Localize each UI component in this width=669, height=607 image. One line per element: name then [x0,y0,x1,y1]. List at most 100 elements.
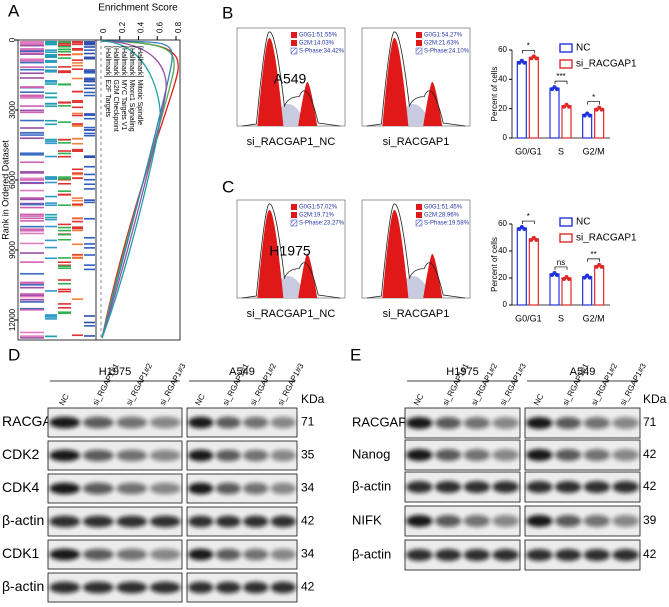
enrichment-curve [100,40,161,339]
band [492,549,519,561]
heatmap-line [45,92,57,95]
band [554,417,582,429]
group-label: A549 [570,366,596,378]
band [188,416,214,429]
heatmap-line [45,55,57,58]
heatmap-line [84,321,95,324]
y-tick-label: 0 [503,133,508,142]
heatmap-line [58,155,71,158]
heatmap-line [45,290,57,292]
band [82,548,114,561]
protein-label: CDK2 [2,446,40,462]
heatmap-line [84,236,95,239]
band [188,548,214,561]
legend-label: G2M:19.71% [299,213,335,219]
significance-bracket [587,101,601,105]
heatmap-line [20,131,44,134]
legend-label: [Hallmark] MYC Targets V1 [120,46,127,130]
histogram-caption: si_RACGAP1_NC [247,136,336,148]
band [434,515,462,527]
band [270,449,296,462]
band [463,449,491,461]
significance-bracket [554,80,568,85]
significance-label: ns [557,258,565,267]
protein-label: β-actin [352,478,391,493]
protein-label: CDK4 [2,479,40,495]
unit-label: KDa [643,392,667,406]
heatmap-line [20,51,44,53]
heatmap-line [20,177,44,180]
heatmap-line [20,197,44,199]
g0g1-peak [382,209,409,298]
heatmap-line [72,101,83,104]
lane-label: NC [412,392,425,407]
panel-label: D [8,345,20,364]
band [526,549,553,561]
heatmap-line [20,331,44,334]
heatmap-line [84,188,95,190]
heatmap-line [72,177,83,180]
heatmap-line [20,172,44,174]
x-tick-label: 0.4 [137,21,146,33]
heatmap-line [72,49,83,51]
heatmap-line [20,202,44,205]
data-dot [534,56,539,61]
band [492,481,519,493]
heatmap-line [58,279,71,281]
band [49,416,81,429]
heatmap-line [84,69,95,71]
band [406,417,433,429]
lane-label: NC [193,392,206,407]
x-tick-label: G0/G1 [515,146,542,156]
legend-label: S-Phase:34.42% [299,49,345,55]
heatmap-line [58,152,71,155]
heatmap-line [84,129,95,131]
heatmap-line [20,171,44,173]
x-tick-label: S [558,313,564,323]
heatmap-line [58,282,71,285]
data-dot [555,272,559,277]
heatmap-line [20,137,44,140]
heatmap-line [20,206,44,209]
heatmap-line [58,177,71,180]
g2m-peak [423,81,443,126]
band [215,416,241,429]
legend-swatch [559,217,573,227]
y-tick-label: 20 [498,104,507,113]
bar [594,108,605,139]
heatmap-line [72,41,83,43]
band [116,482,148,495]
heatmap-line [84,43,95,46]
kda-label: 39 [643,513,657,527]
heatmap-line [45,41,57,43]
heatmap-line [84,156,95,159]
heatmap-line [72,125,83,127]
data-dot [522,227,527,232]
band [270,515,296,528]
heatmap-line [20,53,44,55]
band [116,581,148,594]
heatmap-line [58,121,71,123]
heatmap-line [58,105,71,107]
legend-label: G0G1:57.02% [299,205,338,211]
heatmap-line [84,80,95,83]
band [463,515,491,527]
data-dot [587,113,592,118]
heatmap-line [45,42,57,45]
band [243,581,269,594]
group-label: A549 [229,366,255,378]
band [583,449,611,461]
group-label: H1975 [99,366,131,378]
band [463,481,491,493]
heatmap-line [84,113,95,115]
cell-line-label: A549 [274,71,307,87]
heatmap-line [45,140,57,143]
heatmap-line [72,227,83,230]
band [612,417,639,429]
x-tick-label: G2/M [583,313,605,323]
heatmap-line [72,77,83,80]
histogram-caption: si_RACGAP1 [383,308,450,320]
g0g1-peak [257,209,284,298]
heatmap-line [20,105,44,107]
heatmap-line [72,68,83,70]
